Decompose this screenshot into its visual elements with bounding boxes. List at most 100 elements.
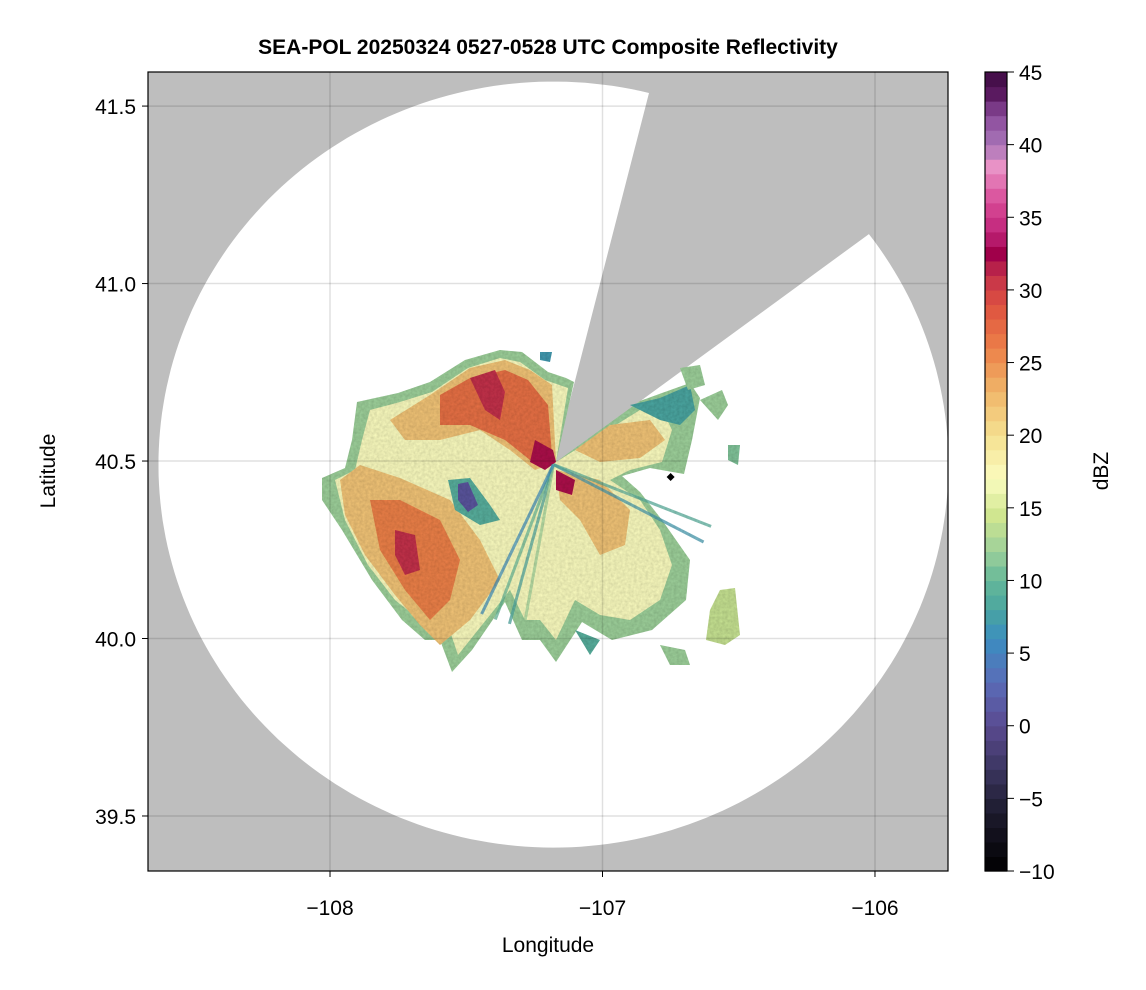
colorbar-tick-label: −5 xyxy=(1019,788,1043,811)
colorbar-band xyxy=(985,173,1007,189)
echo-region xyxy=(395,530,420,575)
colorbar-band xyxy=(985,551,1007,567)
colorbar-band xyxy=(985,231,1007,247)
colorbar-band xyxy=(985,289,1007,306)
plot-area xyxy=(148,72,948,871)
colorbar-band xyxy=(985,682,1007,698)
colorbar-band xyxy=(985,202,1007,218)
colorbar-band xyxy=(985,348,1007,364)
colorbar-band xyxy=(985,812,1007,829)
colorbar-band xyxy=(985,536,1007,552)
colorbar-band xyxy=(985,667,1007,683)
colorbar-band xyxy=(985,565,1007,582)
colorbar-band xyxy=(985,333,1007,349)
colorbar-band xyxy=(985,711,1007,727)
echo-region xyxy=(458,482,478,512)
colorbar-band xyxy=(985,406,1007,422)
x-axis-label: Longitude xyxy=(502,934,594,957)
colorbar-band xyxy=(985,260,1007,276)
colorbar-band xyxy=(985,696,1007,712)
echo-region xyxy=(660,645,690,665)
chart-title: SEA-POL 20250324 0527-0528 UTC Composite… xyxy=(258,36,838,59)
colorbar-band xyxy=(985,362,1007,378)
colorbar-band xyxy=(985,740,1007,756)
colorbar-tick-label: 25 xyxy=(1019,353,1042,376)
colorbar-band xyxy=(985,769,1007,785)
x-tick-label: −108 xyxy=(306,897,353,920)
echo-streak xyxy=(552,463,705,544)
echo-streak xyxy=(522,464,555,628)
echo-region xyxy=(680,365,705,390)
y-tick-label: 41.0 xyxy=(95,274,136,297)
colorbar-band xyxy=(985,130,1007,146)
marker-diamond xyxy=(666,473,675,482)
colorbar-band xyxy=(985,188,1007,204)
colorbar-band xyxy=(985,464,1007,480)
y-axis-label: Latitude xyxy=(37,434,60,509)
colorbar-tick-label: 20 xyxy=(1019,425,1042,448)
echo-streak xyxy=(480,463,555,615)
colorbar-band xyxy=(985,827,1007,843)
colorbar-band xyxy=(985,246,1007,262)
colorbar-band xyxy=(985,507,1007,523)
colorbar-band xyxy=(985,522,1007,538)
echo-region xyxy=(540,352,552,362)
colorbar-band xyxy=(985,798,1007,814)
colorbar-frame xyxy=(984,71,1008,872)
colorbar-band xyxy=(985,144,1007,160)
colorbar-tick-label: 35 xyxy=(1019,207,1042,230)
y-tick-label: 39.5 xyxy=(95,806,136,829)
colorbar-band xyxy=(985,420,1007,436)
echo-region xyxy=(575,420,665,462)
colorbar-band xyxy=(985,841,1007,858)
colorbar-tick-label: 0 xyxy=(1019,716,1031,739)
colorbar-band xyxy=(985,754,1007,770)
colorbar-band xyxy=(985,275,1007,291)
colorbar-band xyxy=(985,304,1007,320)
colorbar-band xyxy=(985,72,1007,88)
colorbar-tick-label: 10 xyxy=(1019,570,1042,593)
x-tick-label: −106 xyxy=(851,897,898,920)
y-tick-label: 41.5 xyxy=(95,96,136,119)
colorbar-band xyxy=(985,856,1007,872)
echo-region xyxy=(728,445,740,465)
colorbar-band xyxy=(985,391,1007,407)
colorbar-band xyxy=(985,377,1007,393)
colorbar-tick-label: −10 xyxy=(1019,861,1055,884)
colorbar-band xyxy=(985,624,1007,640)
y-tick-label: 40.0 xyxy=(95,629,136,652)
colorbar-tick-label: 5 xyxy=(1019,643,1031,666)
colorbar-band xyxy=(985,435,1007,451)
colorbar-band xyxy=(985,159,1007,175)
colorbar-band xyxy=(985,101,1007,117)
colorbar-label: dBZ xyxy=(1090,452,1113,491)
y-tick-label: 40.5 xyxy=(95,451,136,474)
colorbar-tick-label: 15 xyxy=(1019,498,1042,521)
colorbar-band xyxy=(985,783,1007,799)
colorbar-band xyxy=(985,478,1007,494)
echo-region xyxy=(470,370,505,420)
colorbar-band xyxy=(985,449,1007,465)
colorbar-band xyxy=(985,115,1007,131)
grid-lines xyxy=(148,72,948,871)
colorbar-band xyxy=(985,318,1007,335)
colorbar-tick-label: 45 xyxy=(1019,62,1042,85)
echo-region xyxy=(530,440,556,470)
echo-region xyxy=(556,470,630,555)
y-axis-ticks: 39.5 40.0 40.5 41.0 41.5 xyxy=(95,96,148,829)
echo-region xyxy=(630,385,695,425)
colorbar-band xyxy=(985,86,1007,102)
colorbar-band xyxy=(985,594,1007,611)
plot-frame xyxy=(147,71,949,872)
echo-streak xyxy=(493,464,555,621)
echo-streak xyxy=(508,464,555,625)
colorbar-band xyxy=(985,725,1007,741)
echo-region xyxy=(700,390,728,420)
colorbar-band xyxy=(985,638,1007,654)
colorbar-band xyxy=(985,609,1007,625)
colorbar-tick-label: 40 xyxy=(1019,135,1042,158)
echo-region xyxy=(706,588,740,645)
colorbar-band xyxy=(985,217,1007,233)
echo-region xyxy=(556,470,575,495)
